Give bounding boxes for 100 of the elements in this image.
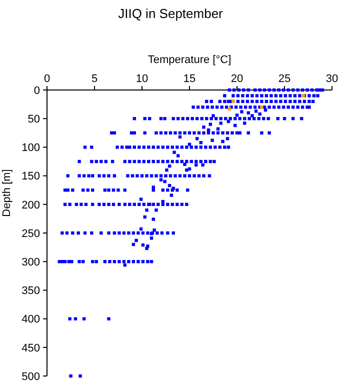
point [140,174,144,178]
point [152,146,155,149]
point [156,160,160,164]
point [172,150,176,154]
point [241,100,244,104]
point [185,160,188,164]
point [159,174,163,178]
point [232,94,235,98]
point [132,146,136,149]
point [116,188,120,192]
point [202,126,206,129]
point [152,218,155,221]
point [156,202,160,206]
point [215,106,219,109]
point [277,106,280,109]
point [66,174,70,178]
point [178,174,182,178]
point [102,174,106,178]
point [296,106,300,109]
point [108,260,112,264]
point [185,168,188,172]
point [125,146,128,149]
point [161,146,164,149]
point [176,188,179,192]
point [258,112,262,116]
point [112,174,116,178]
point [234,106,238,109]
x-tick-label: 0 [44,73,50,85]
point [170,194,174,197]
x-tick-label: 25 [278,73,291,85]
point [254,110,258,113]
point [248,106,252,109]
point [150,174,154,178]
point [274,94,278,98]
x-tick-label: 5 [91,73,98,85]
point [201,106,204,109]
point [138,146,141,149]
y-tick-label: 0 [34,84,40,97]
point [136,231,140,235]
point [223,94,226,98]
point [91,174,94,178]
chart-title: JIIQ in September [118,6,224,21]
y-tick-label: 150 [22,170,40,183]
point [279,100,282,104]
point [142,146,146,149]
point [166,188,170,192]
point [156,146,160,149]
point [220,106,224,109]
x-tick-label: 20 [230,73,244,85]
y-tick-label: 50 [28,113,40,126]
point [159,178,163,182]
point [212,160,216,164]
point [194,160,198,164]
point [268,88,271,92]
point [208,122,212,126]
point [145,208,148,212]
y-tick-label: 500 [22,370,40,383]
point [176,202,179,206]
point [154,208,158,212]
point [194,163,198,167]
y-tick-label: 300 [22,256,40,268]
point [138,202,141,206]
point [183,174,186,178]
point [208,146,212,149]
point [286,106,290,109]
point [188,174,192,178]
point [152,186,155,189]
point [199,146,202,149]
point [180,146,184,149]
point [224,106,228,109]
point [70,260,74,264]
point [156,231,159,235]
point [68,202,72,206]
point [166,231,170,235]
point [176,154,180,158]
point [240,110,244,114]
point [296,88,300,92]
point [270,94,273,98]
point [100,160,103,164]
point [277,88,280,92]
point [202,131,206,134]
point [82,174,86,178]
point [312,94,316,98]
point [166,202,170,206]
point [60,231,64,235]
point [176,146,179,149]
point [147,160,150,164]
point [145,174,148,178]
point [163,117,166,120]
point [286,88,290,92]
point [223,146,226,149]
point [170,146,174,149]
point [308,94,311,98]
point [68,317,72,320]
point [221,131,224,134]
point [174,174,177,178]
point [134,238,138,242]
point [74,317,78,320]
point [212,114,215,118]
point [250,100,254,104]
